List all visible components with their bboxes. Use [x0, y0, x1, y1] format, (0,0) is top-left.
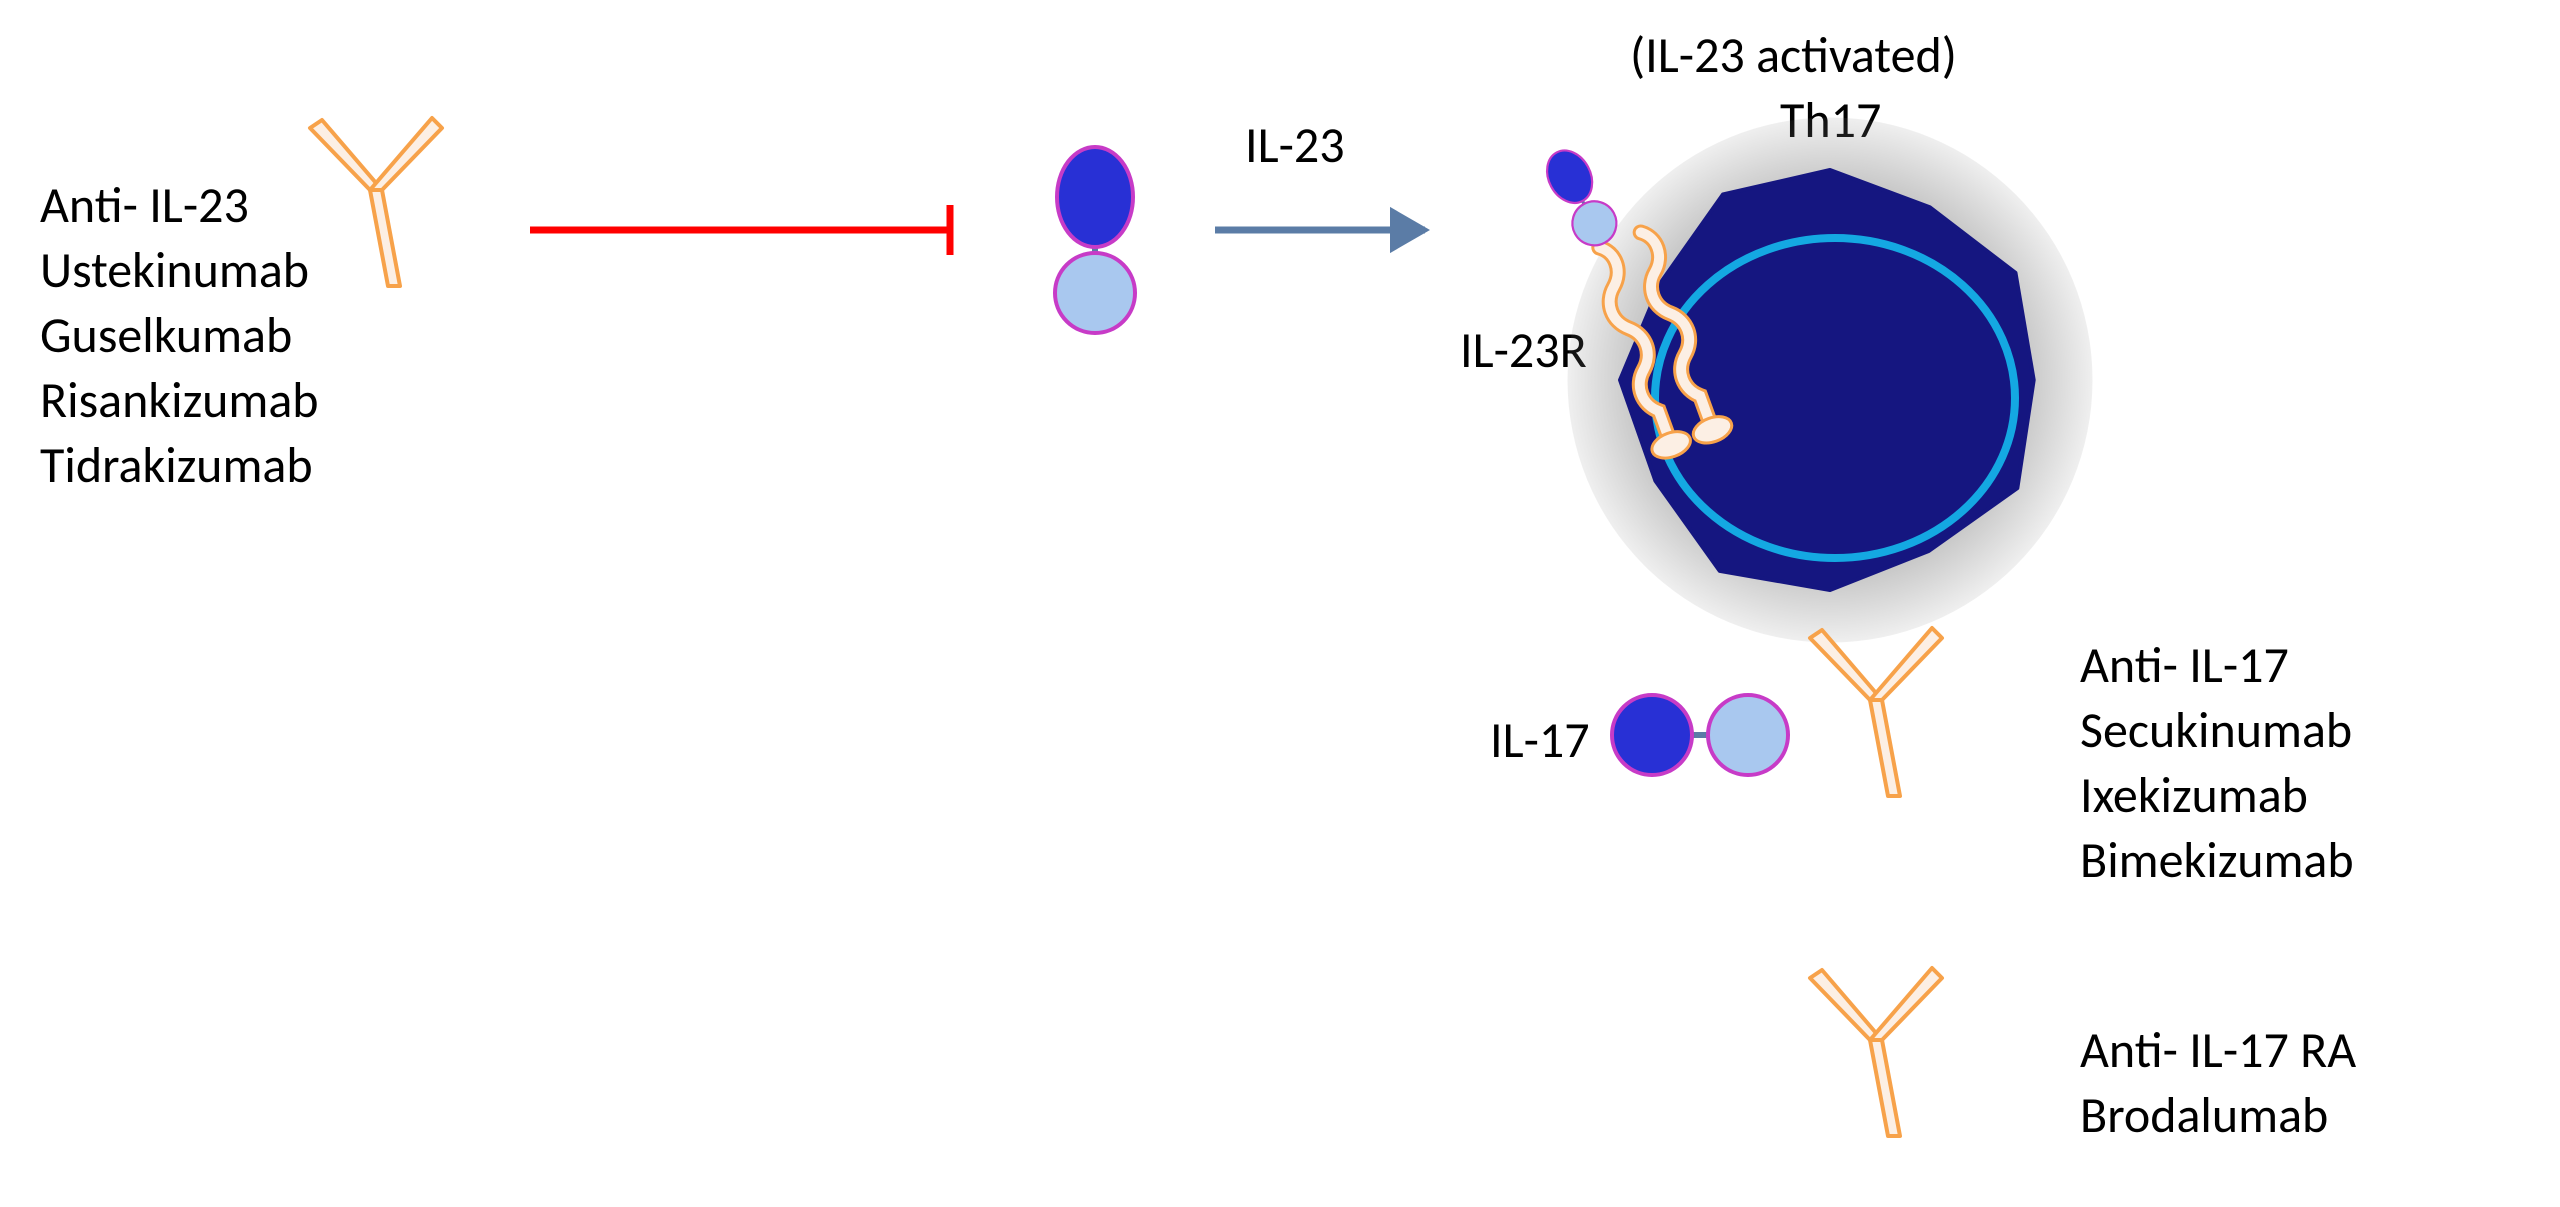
diagram-canvas: Anti- IL-23 Ustekinumab Guselkumab Risan… — [0, 0, 2560, 1207]
graphics-layer — [0, 0, 2560, 1207]
